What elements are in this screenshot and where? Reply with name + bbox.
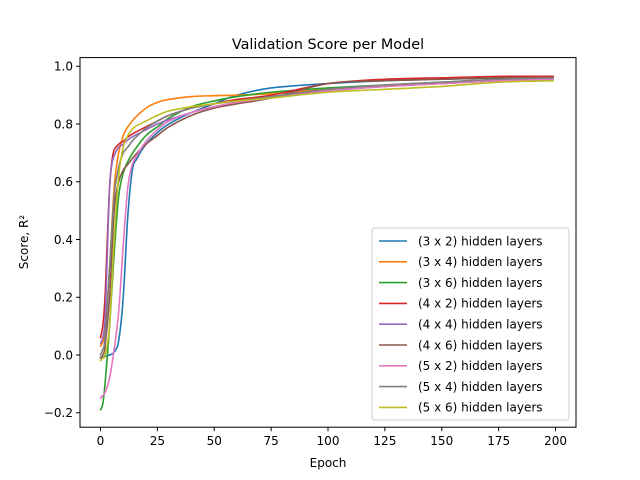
y-axis-label: Score, R² [17,215,31,270]
x-tick-label: 0 [97,434,105,448]
legend-label-9: (5 x 6) hidden layers [418,401,543,415]
y-axis: −0.2 0.0 0.2 0.4 0.6 0.8 1.0 [44,60,80,420]
series-line-9 [99,79,555,362]
legend-label-7: (5 x 2) hidden layers [418,359,543,373]
legend-label-2: (3 x 4) hidden layers [418,255,543,269]
y-tick-label: 0.6 [54,175,73,189]
y-tick-label: −0.2 [44,406,73,420]
x-tick-label: 175 [487,434,510,448]
x-tick-label: 150 [430,434,453,448]
y-tick-label: 1.0 [54,60,73,74]
legend-box [371,227,570,421]
legend-label-4: (4 x 2) hidden layers [418,297,543,311]
legend-items: (3 x 2) hidden layers (3 x 4) hidden laye… [379,234,543,415]
y-tick-label: 0.0 [54,348,73,362]
legend-label-3: (3 x 6) hidden layers [418,276,543,290]
x-tick-label: 125 [373,434,396,448]
x-tick-label: 25 [150,434,165,448]
x-axis: 0 25 50 75 100 125 150 175 200 [97,427,567,448]
legend-label-5: (4 x 4) hidden layers [418,318,543,332]
series-layer [99,75,555,411]
chart-title: Validation Score per Model [232,37,424,53]
series-line-8 [99,77,555,356]
x-axis-label: Epoch [310,456,347,470]
legend-label-6: (4 x 6) hidden layers [418,338,543,352]
x-tick-label: 75 [263,434,278,448]
x-tick-label: 50 [207,434,222,448]
x-tick-label: 100 [317,434,340,448]
y-tick-label: 0.2 [54,291,73,305]
series-line-7 [99,78,555,400]
legend: (3 x 2) hidden layers (3 x 4) hidden laye… [371,227,570,421]
y-tick-label: 0.8 [54,117,73,131]
x-tick-label: 200 [544,434,567,448]
series-line-6 [99,76,555,359]
legend-label-1: (3 x 2) hidden layers [418,234,543,248]
legend-label-8: (5 x 4) hidden layers [418,380,543,394]
y-tick-label: 0.4 [54,233,73,247]
